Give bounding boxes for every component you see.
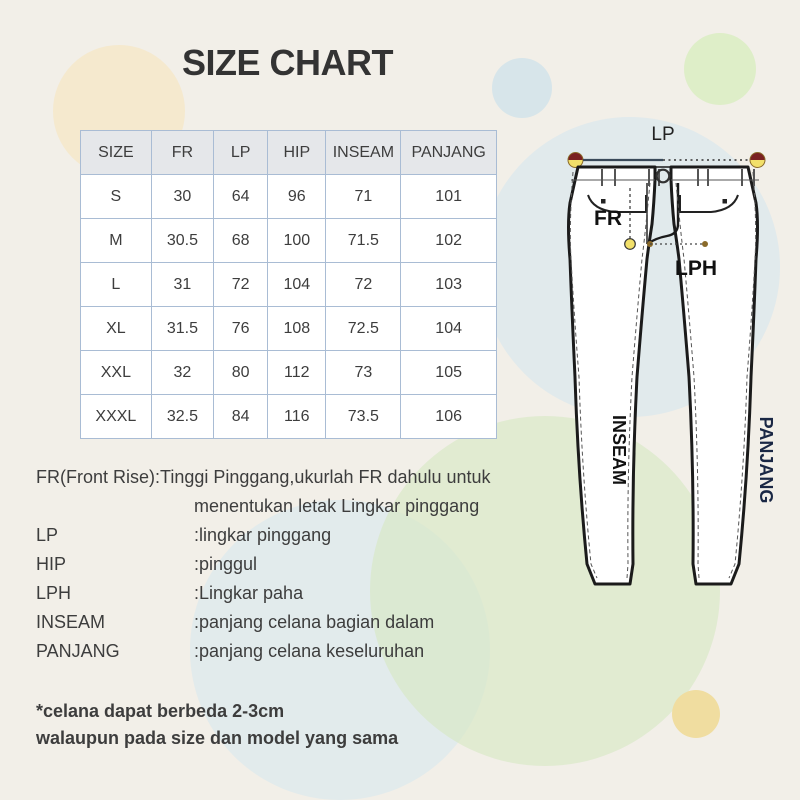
- svg-text:PANJANG: PANJANG: [756, 417, 776, 504]
